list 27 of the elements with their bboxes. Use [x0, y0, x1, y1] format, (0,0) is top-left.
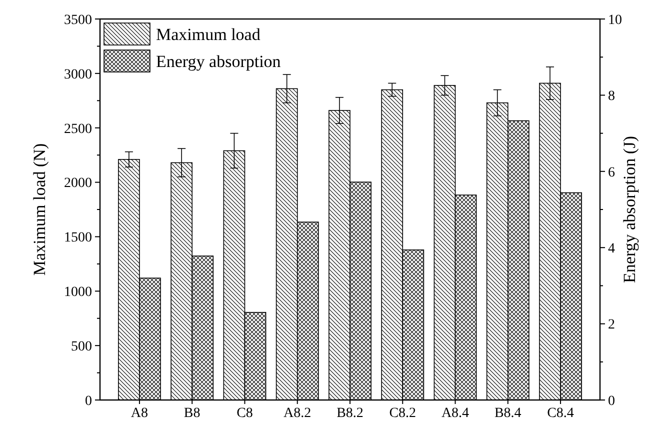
x-tick-label: B8.4	[494, 406, 522, 421]
y-tick-label: 1500	[64, 230, 92, 246]
y-tick-label: 1000	[64, 285, 92, 300]
x-tick-label: C8.4	[547, 406, 574, 421]
x-tick-label: A8	[130, 406, 148, 421]
y2-tick-label: 6	[608, 165, 615, 180]
y-tick-label: 2500	[64, 122, 92, 137]
y-tick-label: 0	[85, 394, 92, 409]
y2-tick-label: 4	[608, 242, 615, 256]
x-tick-label: B8.2	[336, 406, 364, 421]
y-axis-title: Maximum load (N)	[30, 143, 49, 276]
y-tick-label: 500	[71, 339, 92, 354]
y2-tick-label: 0	[608, 394, 615, 409]
x-tick-label: B8	[184, 406, 200, 421]
y2-tick-label: 10	[608, 12, 622, 28]
x-tick-label: A8.4	[441, 406, 470, 421]
y-tick-label: 3500	[64, 12, 92, 28]
y-tick-label: 3000	[64, 67, 92, 82]
legend-label: Energy absorption	[156, 52, 282, 71]
x-tick-label: A8.2	[284, 406, 312, 421]
y2-tick-label: 8	[608, 89, 615, 104]
x-tick-label: C8	[236, 406, 253, 421]
legend-label: Maximum load	[156, 24, 261, 44]
x-tick-label: C8.2	[389, 406, 416, 421]
y2-tick-label: 2	[608, 318, 615, 333]
y-tick-label: 2000	[64, 176, 92, 192]
y2-axis-title: Energy absorption (J)	[620, 136, 639, 283]
